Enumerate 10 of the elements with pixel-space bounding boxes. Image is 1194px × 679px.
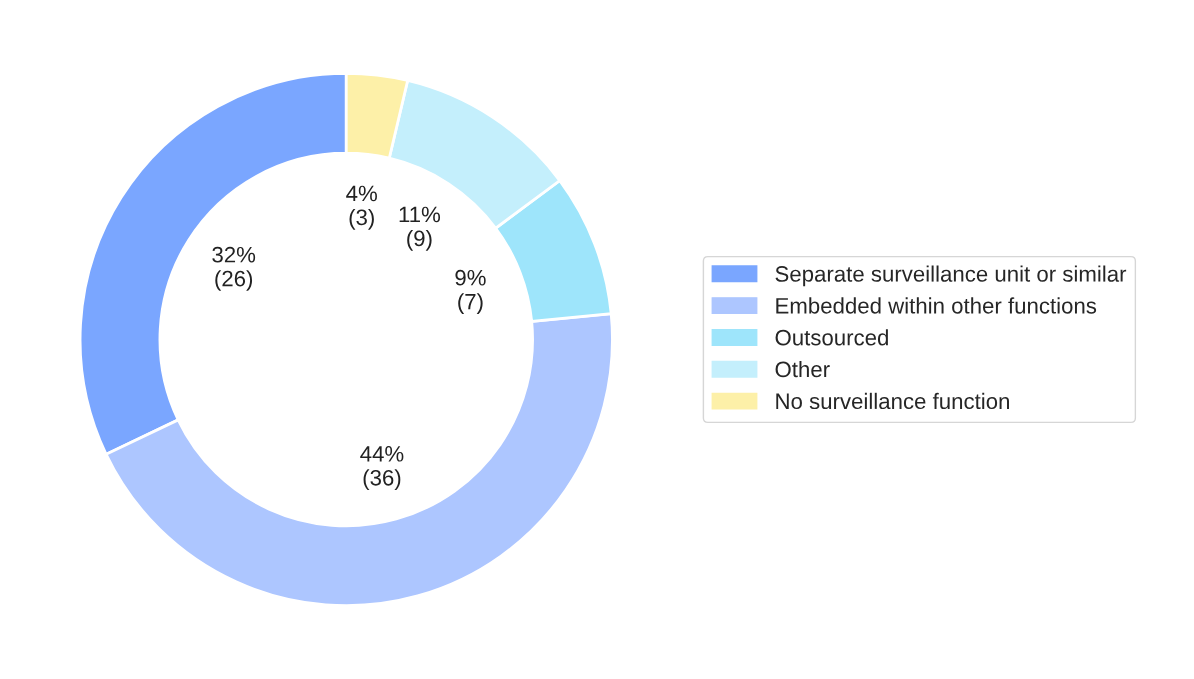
data-label: 44% (36) bbox=[360, 446, 404, 491]
data-label: 11% (9) bbox=[399, 206, 441, 251]
data-label: 4% (3) bbox=[346, 185, 377, 230]
legend-label: No surveillance function bbox=[776, 392, 1009, 410]
data-label: 9% (7) bbox=[455, 269, 486, 314]
legend-label: Embedded within other functions bbox=[776, 297, 1097, 314]
data-label: 32% (26) bbox=[212, 246, 256, 291]
legend-label: Separate surveillance unit or similar bbox=[775, 265, 1127, 287]
legend-label: Other bbox=[775, 360, 830, 378]
legend-label: Outsourced bbox=[775, 329, 888, 346]
